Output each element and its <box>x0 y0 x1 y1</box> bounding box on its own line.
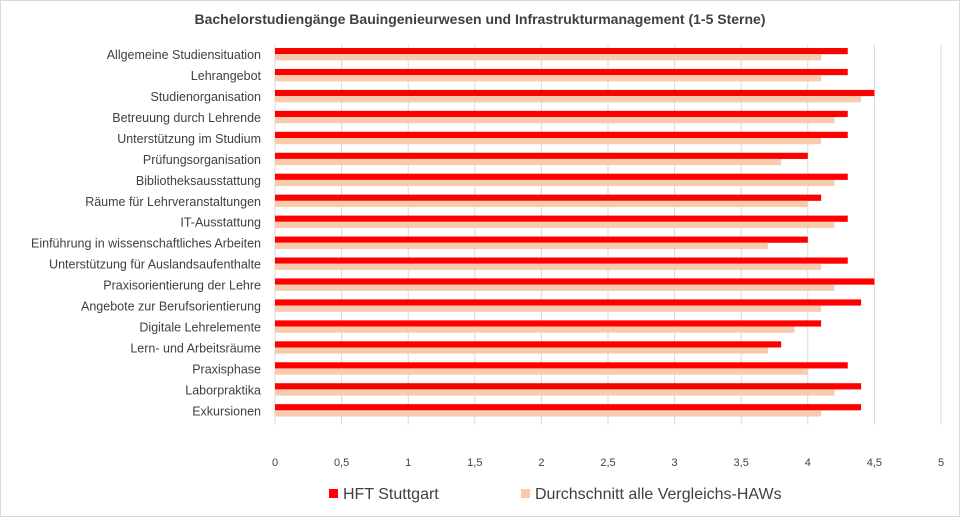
category-label: Praxisphase <box>192 362 261 376</box>
legend-label: Durchschnitt alle Vergleichs-HAWs <box>535 486 782 503</box>
bars <box>275 48 875 417</box>
bar-durchschnitt <box>275 242 768 249</box>
x-tick-label: 1 <box>405 457 411 469</box>
x-axis-ticks: 0 0,5 1 1,5 2 2,5 3 3,5 4 4,5 5 <box>272 457 944 469</box>
gridlines <box>274 45 942 425</box>
bar-durchschnitt <box>275 200 808 208</box>
category-label: Studienorganisation <box>151 90 262 104</box>
bar-hft-stuttgart <box>275 341 782 348</box>
bar-durchschnitt <box>275 138 822 145</box>
x-tick-label: 1,5 <box>467 457 482 469</box>
bar-hft-stuttgart <box>275 110 848 118</box>
bar-durchschnitt <box>275 158 782 166</box>
category-label: Prüfungsorganisation <box>143 153 261 167</box>
bar-hft-stuttgart <box>275 131 848 138</box>
category-label: Bibliotheksausstattung <box>136 174 261 188</box>
bar-hft-stuttgart <box>275 320 822 327</box>
x-tick-label: 5 <box>938 457 944 469</box>
bar-durchschnitt <box>275 368 808 375</box>
bar-durchschnitt <box>275 75 822 82</box>
bar-durchschnitt <box>275 347 768 354</box>
bar-hft-stuttgart <box>275 89 875 97</box>
x-tick-label: 0,5 <box>334 457 349 469</box>
bar-hft-stuttgart <box>275 48 848 55</box>
bar-hft-stuttgart <box>275 194 822 201</box>
bar-hft-stuttgart <box>275 383 862 390</box>
x-tick-label: 4 <box>805 457 811 469</box>
legend-swatch <box>521 489 530 498</box>
bar-durchschnitt <box>275 263 822 270</box>
category-label: Angebote zur Berufsorientierung <box>81 300 261 314</box>
bar-hft-stuttgart <box>275 152 808 159</box>
legend-swatch <box>329 489 338 498</box>
bar-durchschnitt <box>275 284 835 291</box>
category-label: Lern- und Arbeitsräume <box>130 341 261 355</box>
category-label: Allgemeine Studiensituation <box>107 48 261 62</box>
bar-durchschnitt <box>275 410 822 417</box>
category-label: Räume für Lehrveranstaltungen <box>85 195 261 209</box>
bar-hft-stuttgart <box>275 68 848 76</box>
x-tick-label: 3,5 <box>734 457 749 469</box>
x-tick-label: 3 <box>672 457 678 469</box>
category-label: IT-Ausstattung <box>180 216 261 230</box>
bar-durchschnitt <box>275 389 835 396</box>
bar-hft-stuttgart <box>275 215 848 222</box>
bar-durchschnitt <box>275 305 822 312</box>
chart-title: Bachelorstudiengänge Bauingenieurwesen u… <box>195 11 766 27</box>
legend-label: HFT Stuttgart <box>343 486 439 503</box>
category-label: Einführung in wissenschaftliches Arbeite… <box>31 237 261 251</box>
category-label: Digitale Lehrelemente <box>139 320 261 334</box>
bar-hft-stuttgart <box>275 404 862 411</box>
x-tick-label: 0 <box>272 457 278 469</box>
bar-hft-stuttgart <box>275 236 808 243</box>
bar-durchschnitt <box>275 326 795 333</box>
category-label: Unterstützung im Studium <box>117 132 261 146</box>
bar-hft-stuttgart <box>275 362 848 369</box>
bar-hft-stuttgart <box>275 257 848 264</box>
bar-durchschnitt <box>275 117 835 124</box>
bar-durchschnitt <box>275 221 835 228</box>
bar-durchschnitt <box>275 96 862 103</box>
category-label: Praxisorientierung der Lehre <box>103 279 261 293</box>
category-label: Exkursionen <box>192 404 261 418</box>
category-label: Unterstützung für Auslandsaufenthalte <box>49 258 261 272</box>
bar-hft-stuttgart <box>275 173 848 180</box>
bar-durchschnitt <box>275 54 822 61</box>
legend: HFT Stuttgart Durchschnitt alle Vergleich… <box>329 486 782 503</box>
x-tick-label: 2 <box>538 457 544 469</box>
x-tick-label: 4,5 <box>867 457 882 469</box>
category-label: Lehrangebot <box>191 69 262 83</box>
category-labels: Allgemeine Studiensituation Lehrangebot St… <box>31 48 262 418</box>
bar-hft-stuttgart <box>275 278 875 285</box>
bar-hft-stuttgart <box>275 299 862 306</box>
category-label: Laborpraktika <box>185 383 261 397</box>
bar-durchschnitt <box>275 179 835 187</box>
x-tick-label: 2,5 <box>600 457 615 469</box>
category-label: Betreuung durch Lehrende <box>112 111 261 125</box>
